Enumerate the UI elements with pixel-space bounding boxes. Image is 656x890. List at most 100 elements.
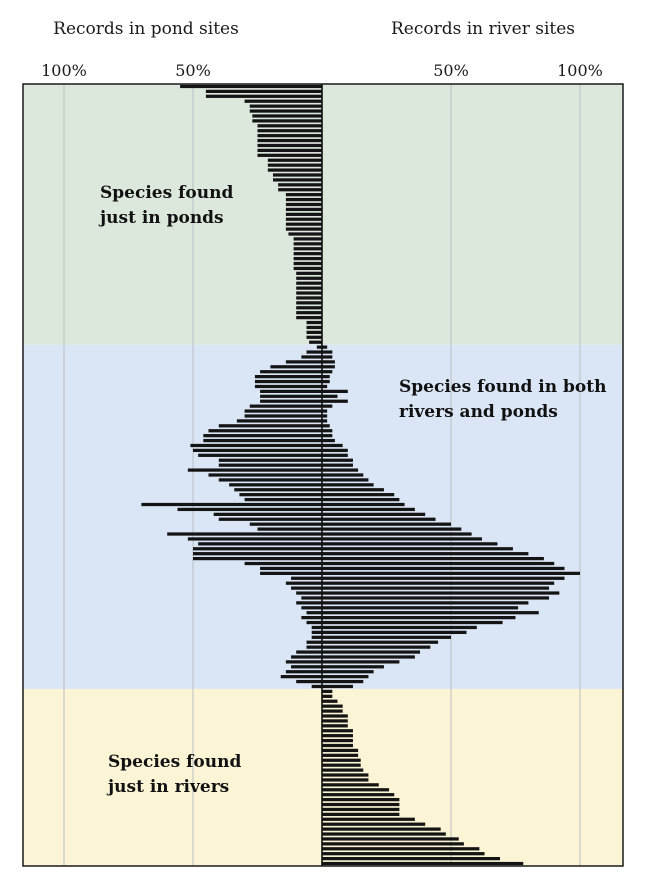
bar-pond-34 bbox=[293, 252, 322, 256]
bar-river-70 bbox=[322, 429, 333, 433]
bar-pond-83 bbox=[239, 493, 322, 497]
bar-river-127 bbox=[322, 709, 343, 713]
bar-pond-40 bbox=[296, 281, 322, 285]
bar-river-139 bbox=[322, 768, 364, 772]
bar-pond-116 bbox=[291, 655, 322, 659]
bar-river-88 bbox=[322, 517, 436, 521]
bar-river-69 bbox=[322, 424, 330, 428]
bar-river-114 bbox=[322, 645, 431, 649]
bar-river-78 bbox=[322, 468, 359, 472]
bar-river-150 bbox=[322, 822, 426, 826]
bar-pond-66 bbox=[244, 409, 322, 413]
bar-river-154 bbox=[322, 842, 464, 846]
bar-pond-26 bbox=[285, 212, 322, 216]
bar-pond-114 bbox=[306, 645, 322, 649]
bar-pond-82 bbox=[234, 488, 322, 492]
bar-river-98 bbox=[322, 566, 565, 571]
bar-pond-72 bbox=[203, 438, 322, 443]
bar-pond-50 bbox=[306, 330, 322, 334]
bar-river-61 bbox=[322, 384, 328, 389]
bar-river-107 bbox=[322, 611, 539, 615]
bar-river-144 bbox=[322, 793, 395, 797]
bar-river-137 bbox=[322, 758, 361, 762]
bar-pond-78 bbox=[187, 468, 322, 472]
bar-river-66 bbox=[322, 409, 328, 413]
bar-river-112 bbox=[322, 635, 451, 639]
bar-river-134 bbox=[322, 743, 353, 748]
bar-river-138 bbox=[322, 763, 361, 767]
bar-pond-24 bbox=[285, 202, 322, 207]
bar-pond-8 bbox=[257, 124, 322, 128]
bar-pond-58 bbox=[260, 370, 322, 374]
bar-river-103 bbox=[322, 591, 560, 595]
bar-river-97 bbox=[322, 561, 555, 566]
bar-pond-108 bbox=[301, 616, 322, 620]
bar-pond-94 bbox=[193, 547, 322, 551]
bar-pond-121 bbox=[296, 679, 322, 684]
bar-pond-102 bbox=[291, 586, 322, 590]
bar-river-142 bbox=[322, 783, 379, 787]
bar-pond-25 bbox=[285, 207, 322, 212]
bar-pond-43 bbox=[296, 296, 322, 300]
bar-pond-104 bbox=[301, 596, 322, 600]
bar-pond-122 bbox=[311, 684, 322, 689]
bar-pond-31 bbox=[293, 237, 322, 241]
bar-pond-67 bbox=[244, 414, 322, 418]
bar-pond-96 bbox=[193, 556, 322, 561]
bar-river-73 bbox=[322, 443, 343, 448]
bar-river-86 bbox=[322, 507, 415, 512]
bar-pond-99 bbox=[260, 571, 322, 575]
tick-label-left-50: 50% bbox=[175, 61, 211, 80]
bar-river-152 bbox=[322, 832, 446, 836]
bar-pond-44 bbox=[296, 301, 322, 305]
bar-river-129 bbox=[322, 719, 348, 723]
bar-pond-41 bbox=[296, 286, 322, 290]
bar-pond-93 bbox=[198, 542, 322, 546]
bar-river-89 bbox=[322, 522, 451, 526]
bar-pond-87 bbox=[213, 512, 322, 516]
bar-river-122 bbox=[322, 684, 353, 689]
bar-river-93 bbox=[322, 542, 498, 546]
region-label-both: Species found in both rivers and ponds bbox=[399, 377, 612, 422]
bar-river-121 bbox=[322, 679, 364, 684]
bar-pond-14 bbox=[257, 153, 322, 157]
bar-river-117 bbox=[322, 660, 400, 664]
bar-river-104 bbox=[322, 596, 550, 600]
bar-river-105 bbox=[322, 601, 529, 605]
bar-river-56 bbox=[322, 360, 335, 364]
bar-river-102 bbox=[322, 586, 550, 590]
bar-pond-60 bbox=[254, 379, 322, 384]
tick-label-right-50: 50% bbox=[433, 61, 469, 80]
bar-pond-70 bbox=[208, 429, 322, 433]
region-background-2 bbox=[23, 688, 623, 866]
bar-pond-20 bbox=[278, 183, 322, 187]
bar-river-91 bbox=[322, 532, 472, 536]
bar-river-81 bbox=[322, 483, 374, 487]
bar-river-64 bbox=[322, 399, 348, 403]
bar-river-113 bbox=[322, 640, 439, 644]
bar-pond-77 bbox=[218, 463, 322, 467]
bar-pond-56 bbox=[285, 360, 322, 364]
plot-frame bbox=[22, 83, 624, 867]
tick-label-left-100: 100% bbox=[41, 61, 87, 80]
bar-pond-64 bbox=[260, 399, 322, 403]
bar-pond-18 bbox=[272, 173, 322, 177]
bar-pond-65 bbox=[249, 404, 322, 408]
bar-pond-33 bbox=[293, 247, 322, 251]
bar-pond-4 bbox=[249, 104, 322, 108]
bar-pond-36 bbox=[293, 261, 322, 266]
bar-pond-9 bbox=[257, 129, 322, 133]
bar-river-74 bbox=[322, 448, 348, 453]
bar-river-151 bbox=[322, 827, 441, 831]
bar-pond-98 bbox=[260, 566, 322, 571]
bar-river-100 bbox=[322, 576, 565, 580]
bar-river-157 bbox=[322, 856, 501, 861]
bar-pond-109 bbox=[306, 620, 322, 625]
bar-pond-52 bbox=[309, 340, 322, 344]
bar-river-120 bbox=[322, 675, 369, 679]
bar-pond-71 bbox=[203, 434, 322, 438]
bar-pond-2 bbox=[205, 94, 322, 98]
bar-pond-19 bbox=[272, 178, 322, 182]
bar-river-79 bbox=[322, 473, 364, 477]
bar-pond-22 bbox=[285, 193, 322, 197]
